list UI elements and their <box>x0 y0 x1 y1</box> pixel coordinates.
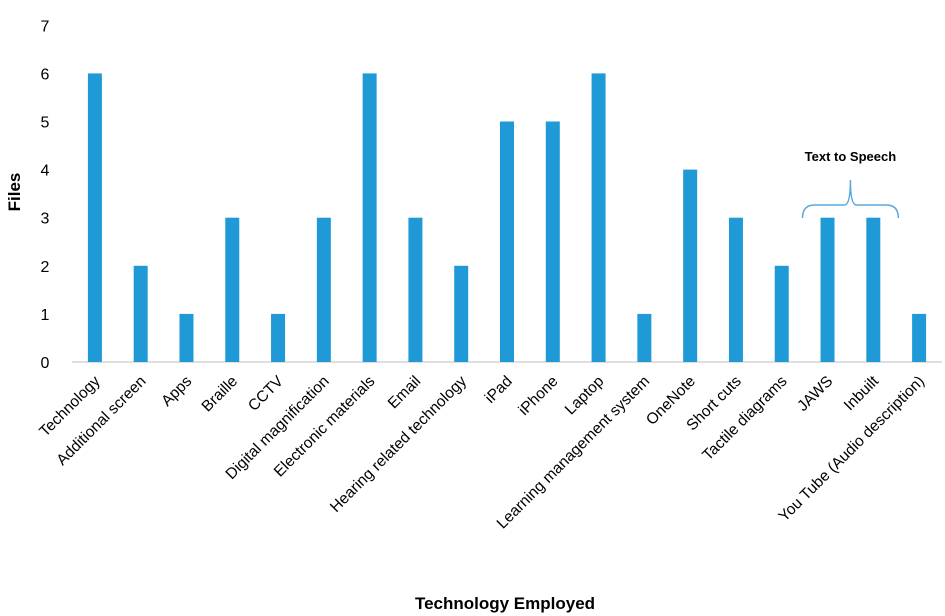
x-tick-label: Additional screen <box>53 373 149 469</box>
bar <box>362 73 377 363</box>
bar <box>271 313 286 362</box>
x-tick-label: Braille <box>199 373 241 415</box>
bar <box>545 121 560 362</box>
y-tick-label: 6 <box>41 66 50 83</box>
bar <box>774 265 789 362</box>
annotation-label: Text to Speech <box>805 149 897 164</box>
x-tick-label: CCTV <box>245 372 287 414</box>
bar <box>179 313 194 362</box>
bar <box>637 313 652 362</box>
x-tick-label: iPhone <box>515 373 561 419</box>
bar <box>820 217 835 362</box>
y-tick-label: 7 <box>41 18 50 35</box>
annotation-brace <box>801 179 900 219</box>
bar <box>728 217 743 362</box>
x-axis-title: Technology Employed <box>415 594 595 613</box>
y-tick-label: 5 <box>41 115 50 132</box>
y-tick-label: 4 <box>41 163 50 180</box>
y-tick-label: 3 <box>41 211 50 228</box>
bar <box>683 169 698 362</box>
x-tick-label: Tactile diagrams <box>699 373 790 464</box>
bar <box>225 217 240 362</box>
bar <box>316 217 331 362</box>
y-tick-label: 0 <box>41 355 50 372</box>
y-tick-label: 1 <box>41 307 50 324</box>
bar <box>87 73 102 363</box>
bar <box>408 217 423 362</box>
bar <box>591 73 606 363</box>
x-tick-label: Laptop <box>562 373 608 419</box>
x-tick-label: iPad <box>482 373 516 407</box>
bars-group <box>87 73 927 363</box>
y-tick-label: 2 <box>41 259 50 276</box>
bar <box>133 265 148 362</box>
y-axis-title: Files <box>5 173 24 212</box>
x-tick-label: Inbuilt <box>841 372 883 414</box>
bar <box>454 265 469 362</box>
x-tick-label: Apps <box>158 373 195 410</box>
bar <box>866 217 881 362</box>
x-tick-label: JAWS <box>794 373 836 415</box>
bar <box>912 313 927 362</box>
y-axis-ticks: 0 1 2 3 4 5 6 7 <box>41 18 50 372</box>
bar <box>500 121 514 362</box>
x-tick-label: Email <box>385 373 424 412</box>
